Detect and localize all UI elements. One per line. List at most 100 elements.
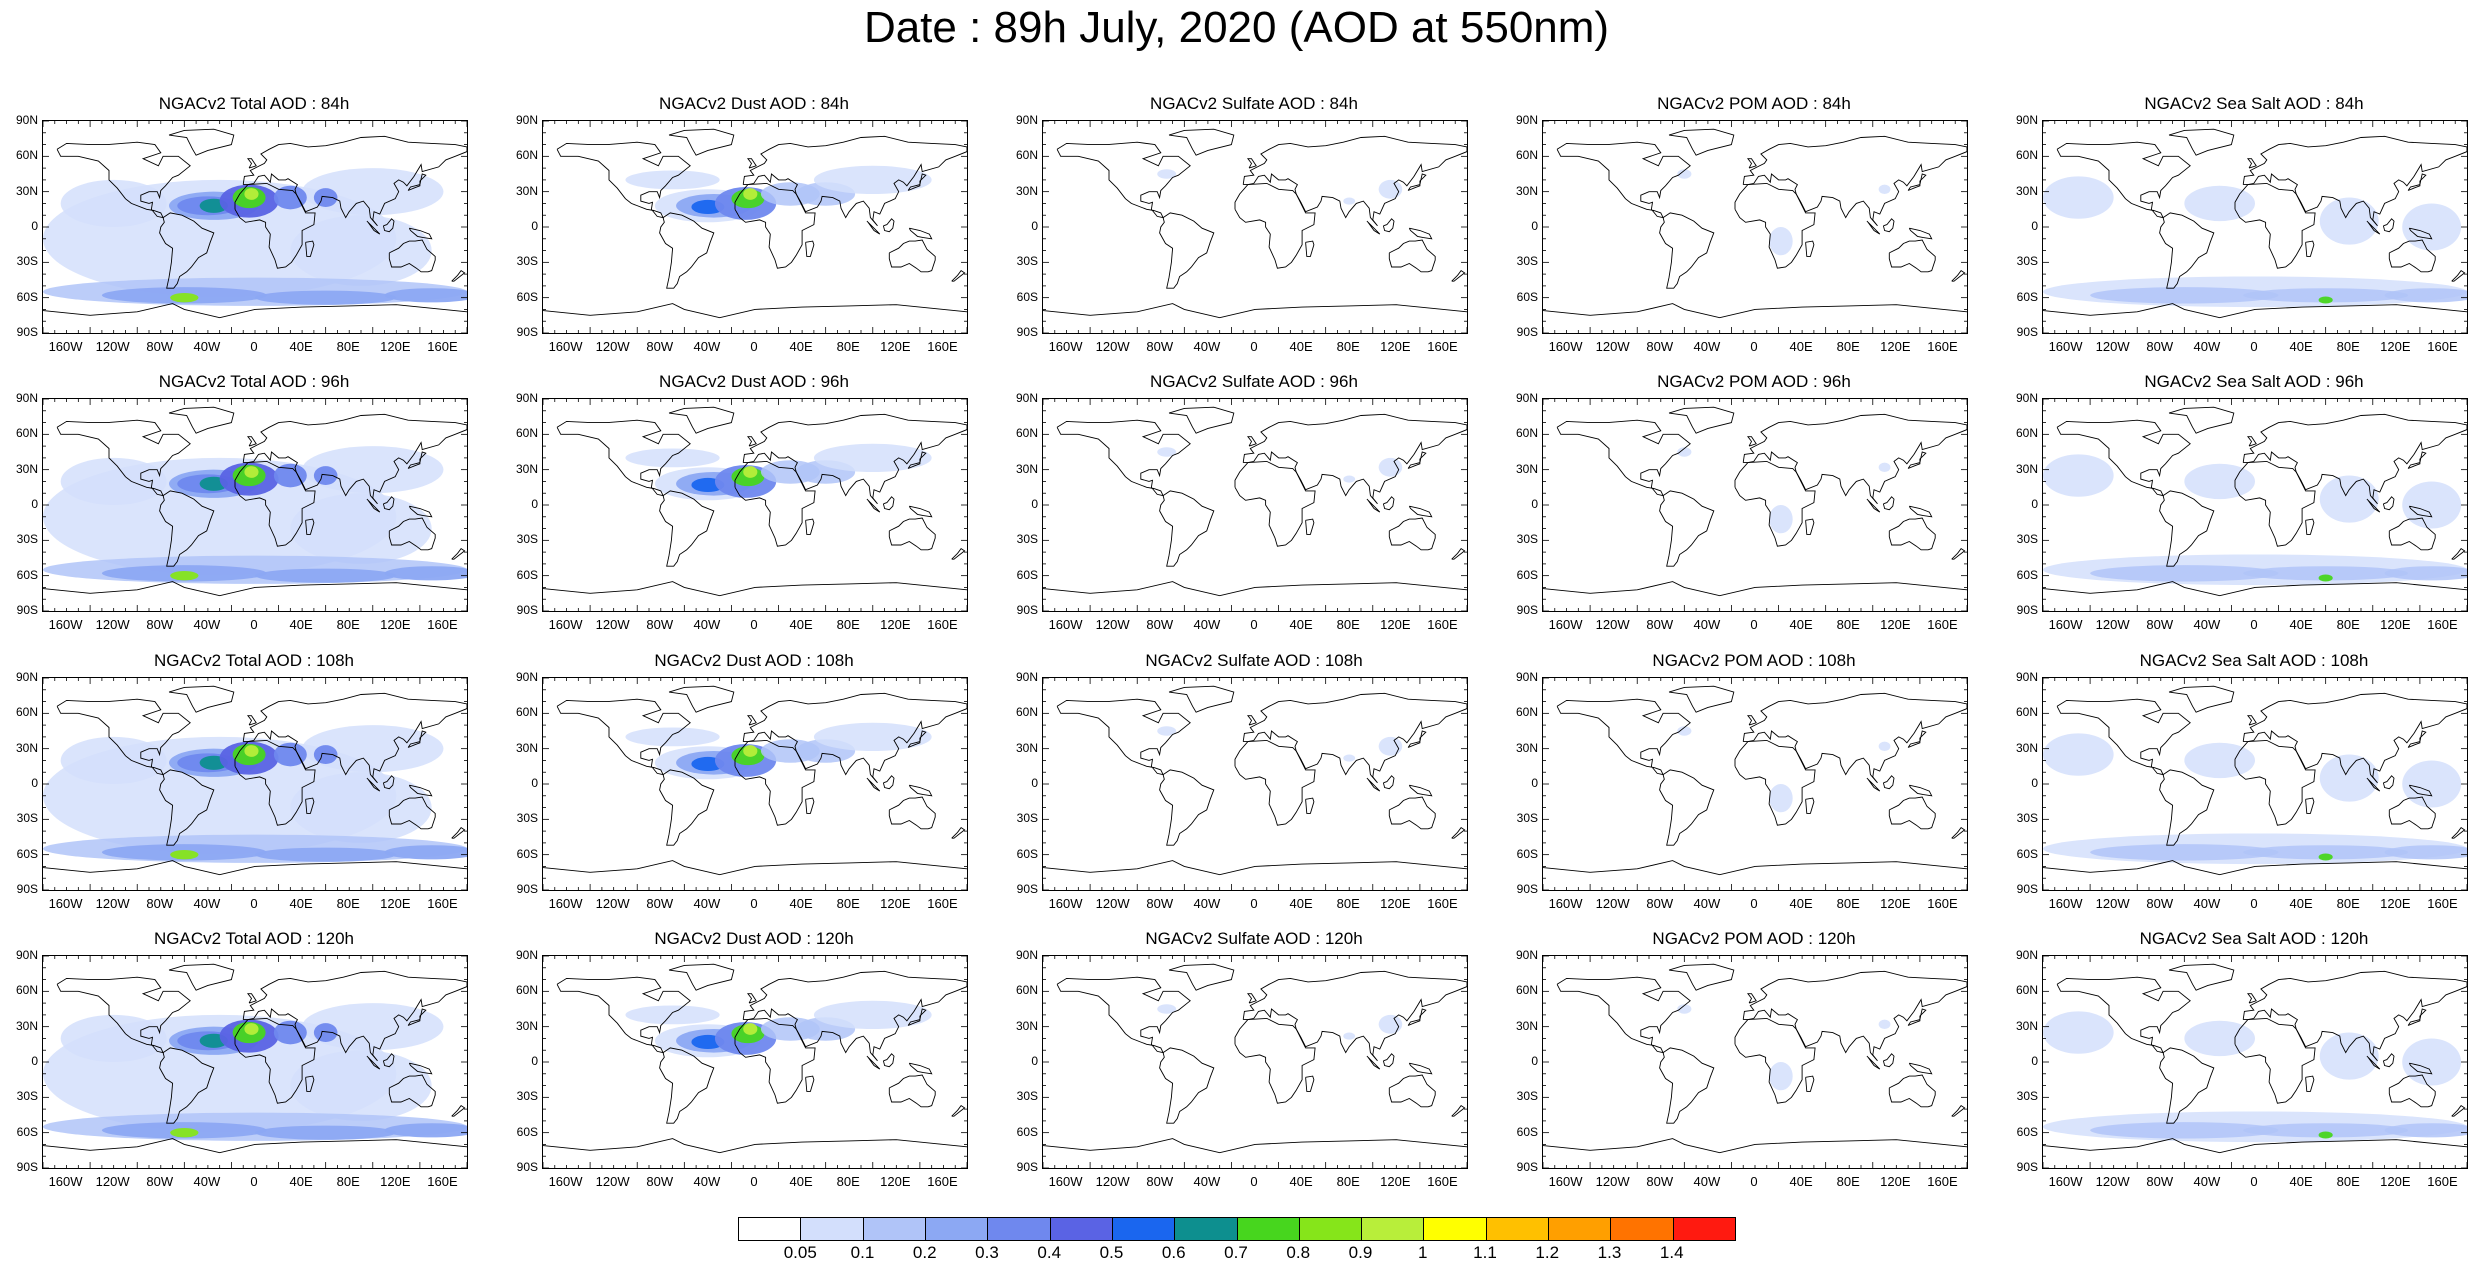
panel-title: NGACv2 Total AOD : 84h — [158, 94, 350, 113]
lon-label: 0 — [750, 339, 758, 354]
panel-title: NGACv2 Sea Salt AOD : 96h — [2144, 372, 2364, 391]
coastline — [2242, 135, 2467, 227]
aod-field — [1157, 169, 1177, 179]
coastline — [451, 826, 466, 839]
lat-label: 90N — [1515, 391, 1538, 405]
coastline — [908, 784, 933, 797]
lon-label: 40E — [1789, 1174, 1813, 1189]
aod-field — [1157, 447, 1177, 457]
lon-label: 80E — [1336, 896, 1360, 911]
coastline — [1242, 692, 1467, 784]
lon-label: 40E — [2289, 896, 2313, 911]
map-panel: NGACv2 Sulfate AOD : 84h 90N 60N 30N 0 30S 60S… — [1016, 94, 1468, 354]
lat-label: 90S — [16, 1160, 38, 1174]
coastline — [2159, 490, 2215, 567]
lon-label: 80E — [836, 617, 860, 632]
coastline — [1882, 775, 1895, 790]
coastline — [1451, 547, 1466, 560]
map-frame — [542, 398, 968, 612]
lat-label: 30N — [15, 1018, 38, 1033]
aod-field — [244, 466, 259, 478]
coastline — [1888, 517, 1936, 551]
lon-label: 160E — [1427, 1174, 1458, 1189]
lat-label: 30S — [1016, 1089, 1038, 1104]
panel-title: NGACv2 Dust AOD : 96h — [659, 372, 849, 391]
aod-field — [255, 1125, 397, 1140]
aod-map — [543, 399, 967, 611]
lon-label: 0 — [1250, 1174, 1258, 1189]
lon-label: 160W — [1048, 617, 1083, 632]
lat-label: 90N — [515, 670, 538, 684]
lon-label: 80E — [1836, 617, 1860, 632]
coastline — [882, 496, 895, 511]
lon-label: 120E — [380, 896, 411, 911]
lat-label: 90S — [2016, 1160, 2038, 1174]
lon-label: 120W — [595, 1174, 630, 1189]
aod-field — [290, 215, 432, 286]
lon-label: 40E — [289, 896, 313, 911]
coastline — [882, 775, 895, 790]
lon-label: 40W — [193, 896, 221, 911]
lon-label: 160W — [1048, 1174, 1083, 1189]
lat-label: 0 — [1031, 497, 1038, 511]
lat-label: 0 — [31, 776, 38, 790]
aod-field — [2402, 760, 2462, 808]
coastline — [888, 796, 936, 830]
coastline — [2168, 128, 2235, 156]
coastline — [1805, 1075, 1815, 1092]
coastline — [1382, 1053, 1395, 1068]
lon-label: 0 — [1250, 896, 1258, 911]
coastline — [1746, 158, 1757, 169]
colorbar-label: 1.2 — [1535, 1243, 1560, 1262]
lat-label: 90S — [2016, 325, 2038, 339]
aod-field — [255, 568, 397, 583]
coastline — [1407, 1008, 1427, 1026]
lon-label: 0 — [1750, 1174, 1758, 1189]
lon-label: 120W — [595, 617, 630, 632]
aod-field — [1878, 1019, 1891, 1030]
lon-label: 0 — [1750, 896, 1758, 911]
lon-label: 120E — [1380, 617, 1411, 632]
colorbar-label: 0.5 — [1099, 1243, 1124, 1262]
lat-label: 60N — [515, 705, 538, 720]
aod-field — [384, 566, 467, 581]
coastline — [866, 220, 881, 235]
coastline — [366, 1055, 381, 1070]
lon-label: 0 — [1250, 617, 1258, 632]
lon-label: 120E — [880, 1174, 911, 1189]
lat-label: 30N — [1015, 183, 1038, 198]
panel-title: NGACv2 Dust AOD : 120h — [654, 929, 854, 948]
lat-label: 90N — [515, 948, 538, 962]
coastline — [1305, 240, 1315, 257]
coastline — [234, 460, 316, 547]
lat-label: 90S — [1016, 603, 1038, 617]
lon-label: 80W — [1146, 339, 1174, 354]
coastline — [2382, 775, 2395, 790]
lat-label: 60N — [1515, 426, 1538, 441]
aod-field — [384, 1123, 467, 1138]
coastline — [1742, 692, 1967, 784]
lon-label: 40E — [1789, 896, 1813, 911]
aod-field — [2043, 176, 2114, 219]
lon-label: 120W — [1095, 339, 1130, 354]
panel-title: NGACv2 Total AOD : 96h — [158, 372, 350, 391]
coastline — [1888, 796, 1936, 830]
lon-label: 160E — [1927, 1174, 1958, 1189]
lon-label: 120E — [1880, 339, 1911, 354]
coastline — [2305, 518, 2315, 535]
aod-map — [2043, 956, 2467, 1168]
map-panel: NGACv2 Sulfate AOD : 120h 90N 60N 30N 0 30S 60… — [1016, 929, 1468, 1189]
lat-label: 30S — [16, 532, 38, 547]
coastline — [668, 685, 735, 713]
lon-label: 120W — [595, 896, 630, 911]
lon-label: 40E — [789, 1174, 813, 1189]
coastline — [408, 227, 433, 240]
coastline — [1543, 860, 1967, 876]
coastline — [234, 182, 316, 269]
aod-map — [543, 121, 967, 333]
lon-label: 0 — [750, 1174, 758, 1189]
coastline — [366, 777, 381, 792]
map-frame — [1042, 955, 1468, 1169]
coastline — [1951, 826, 1966, 839]
aod-field — [2243, 845, 2409, 860]
